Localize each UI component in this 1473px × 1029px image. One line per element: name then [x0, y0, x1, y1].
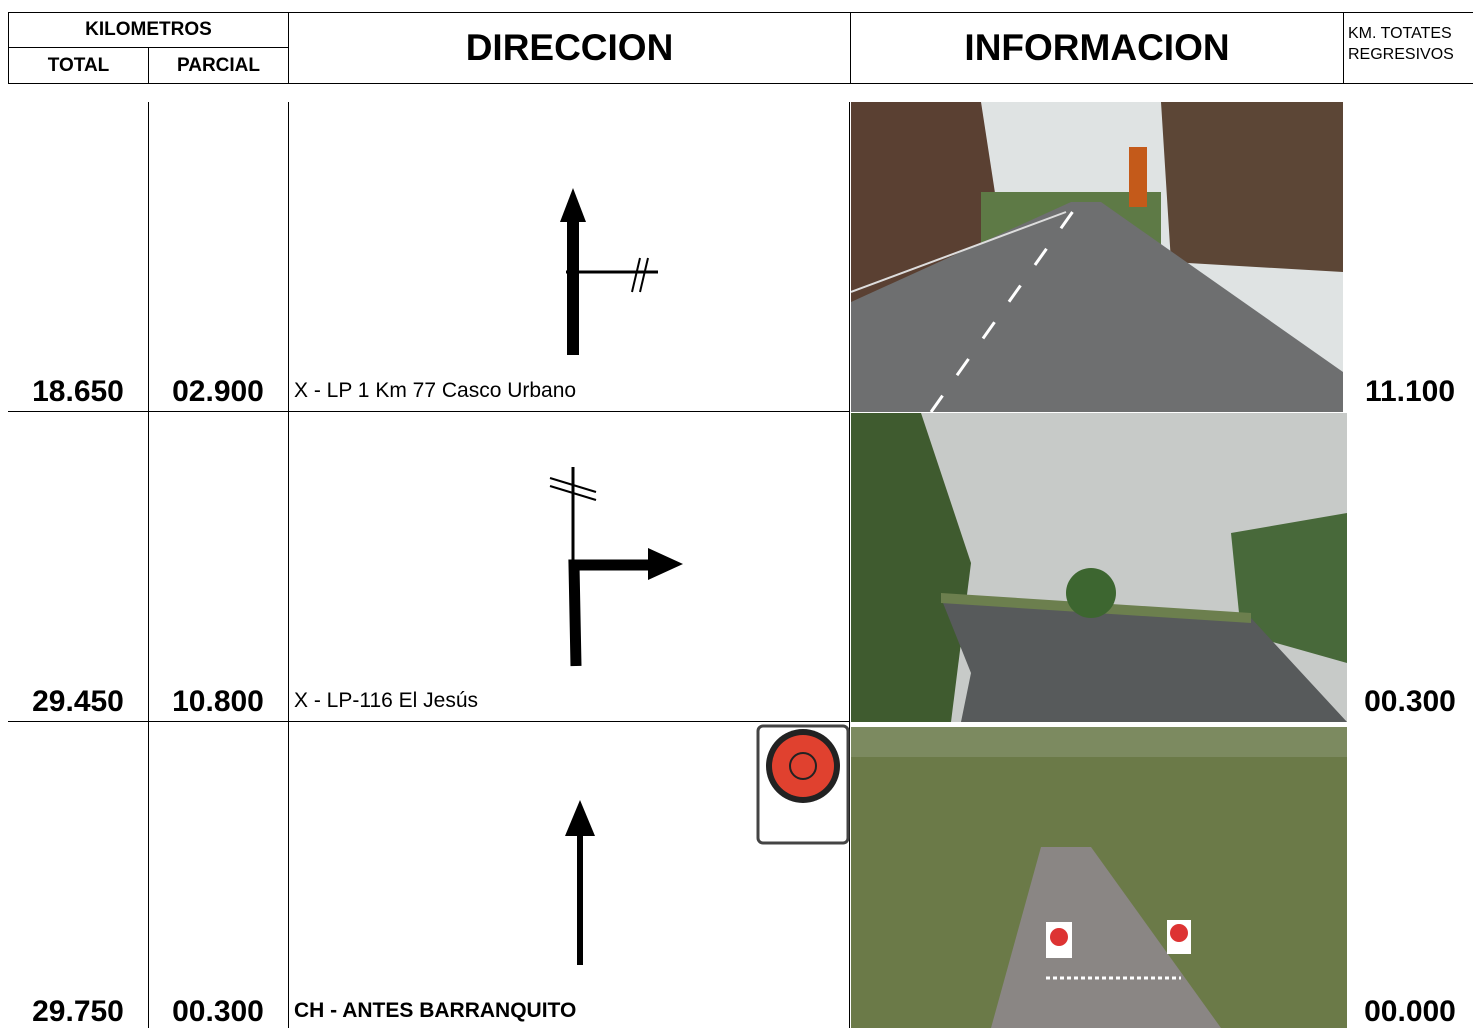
rule	[8, 411, 850, 412]
km-total: 29.450	[32, 685, 124, 718]
direction-text: CH - ANTES BARRANQUITO	[294, 999, 577, 1022]
photo	[851, 727, 1347, 1028]
rule	[148, 102, 149, 1028]
header-direccion: DIRECCION	[288, 12, 851, 84]
direction-text: X - LP 1 Km 77 Casco Urbano	[294, 379, 577, 402]
km-total: 29.750	[32, 995, 124, 1028]
km-regresivo: 00.000	[1364, 995, 1456, 1028]
km-parcial: 00.300	[172, 995, 264, 1028]
km-parcial: 02.900	[172, 375, 264, 408]
rule	[849, 102, 850, 1028]
text: KM. TOTATES	[1348, 25, 1452, 42]
text: REGRESIVOS	[1348, 46, 1454, 63]
km-parcial: 10.800	[172, 685, 264, 718]
km-regresivo: 00.300	[1364, 685, 1456, 718]
photo	[851, 102, 1343, 412]
rule	[288, 102, 289, 1028]
rule	[8, 721, 850, 722]
km-total: 18.650	[32, 375, 124, 408]
km-regresivo: 11.100	[1364, 375, 1456, 408]
photo	[851, 413, 1347, 722]
header-regresivos: KM. TOTATES REGRESIVOS	[1343, 12, 1473, 84]
direction-text: X - LP-116 El Jesús	[294, 689, 479, 712]
